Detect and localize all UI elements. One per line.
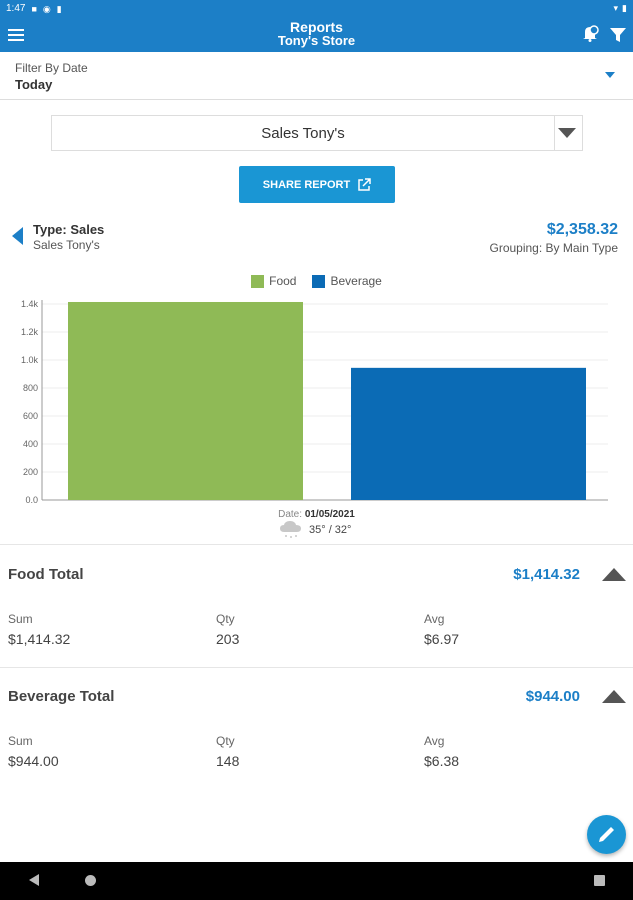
y-tick-label: 800 [23, 383, 38, 393]
chart-date: Date: 01/05/2021 [0, 509, 633, 520]
system-nav-bar [0, 862, 633, 900]
app-bar: 1:47 ■ ◉ ▮ ▾ ▮ Reports Tony's Store [0, 0, 633, 52]
weather-temps: 35° / 32° [309, 524, 352, 536]
food-avg-label: Avg [424, 612, 445, 626]
report-type-subtitle: Sales Tony's [33, 238, 100, 252]
chevron-down-icon [558, 128, 576, 138]
report-type-title: Type: Sales [33, 222, 105, 237]
external-link-icon [358, 177, 371, 191]
bar-food[interactable] [68, 301, 303, 500]
y-tick-label: 1.4k [21, 299, 39, 309]
menu-button[interactable] [8, 29, 24, 42]
notifications-icon[interactable] [580, 24, 600, 42]
food-avg-value: $6.97 [424, 631, 460, 647]
date-filter-value: Today [15, 77, 53, 92]
food-sum-value: $1,414.32 [8, 631, 71, 647]
food-sum-label: Sum [8, 612, 33, 626]
nav-home-icon[interactable] [85, 875, 96, 886]
legend-item-beverage[interactable]: Beverage [312, 274, 382, 288]
nav-back-icon[interactable] [29, 874, 39, 886]
beverage-sum-label: Sum [8, 734, 33, 748]
chart-legend: Food Beverage [0, 274, 633, 288]
notification-icon: ■ [31, 3, 37, 14]
collapse-beverage-icon[interactable] [602, 690, 626, 703]
beverage-sum-value: $944.00 [8, 753, 59, 769]
legend-label-beverage: Beverage [330, 274, 382, 288]
lock-icon: ▮ [56, 3, 62, 14]
app-title-block: Reports Tony's Store [0, 19, 633, 48]
report-select-value: Sales Tony's [261, 125, 345, 142]
pencil-icon [599, 827, 614, 842]
app-title: Reports [290, 19, 343, 35]
select-divider [554, 116, 555, 150]
report-grouping: Grouping: By Main Type [489, 241, 618, 255]
beverage-avg-label: Avg [424, 734, 445, 748]
sales-bar-chart: 0.0 200 400 600 800 1.0k 1.2k 1.4k [21, 299, 608, 505]
weather-info: 35° / 32° [279, 520, 351, 540]
y-tick-label: 1.2k [21, 327, 39, 337]
report-total: $2,358.32 [546, 221, 618, 238]
y-tick-label: 600 [23, 411, 38, 421]
beverage-total-title: Beverage Total [8, 688, 115, 705]
chart-date-label: Date: [278, 509, 303, 520]
bar-beverage[interactable] [351, 367, 586, 500]
date-filter[interactable]: Filter By Date Today [0, 52, 633, 100]
beverage-avg-value: $6.38 [424, 753, 460, 769]
legend-item-food[interactable]: Food [251, 274, 296, 288]
y-tick-label: 200 [23, 467, 38, 477]
battery-icon: ▮ [622, 3, 627, 13]
food-total-title: Food Total [8, 566, 84, 583]
food-total-section: Food Total $1,414.32 Sum $1,414.32 Qty 2… [0, 544, 633, 668]
nav-recents-icon[interactable] [594, 875, 605, 886]
y-tick-label: 400 [23, 439, 38, 449]
beverage-qty-label: Qty [216, 734, 235, 748]
legend-swatch-food [251, 274, 265, 288]
legend-label-food: Food [269, 274, 297, 288]
food-total-amount: $1,414.32 [513, 566, 580, 583]
legend-swatch-beverage [312, 274, 326, 288]
previous-type-arrow-icon[interactable] [12, 227, 23, 245]
status-bar: 1:47 ■ ◉ ▮ ▾ ▮ [0, 0, 633, 17]
beverage-total-section: Beverage Total $944.00 Sum $944.00 Qty 1… [0, 667, 633, 791]
store-name: Tony's Store [277, 33, 356, 48]
edit-fab-button[interactable] [587, 815, 626, 854]
status-time: 1:47 [6, 3, 26, 14]
date-filter-label: Filter By Date [15, 61, 88, 75]
dropdown-caret-icon [605, 72, 615, 78]
share-report-button[interactable]: SHARE REPORT [239, 166, 395, 203]
filter-icon[interactable] [609, 26, 627, 44]
food-qty-label: Qty [216, 612, 235, 626]
sync-icon: ◉ [42, 3, 51, 14]
collapse-food-icon[interactable] [602, 568, 626, 581]
chart-date-value: 01/05/2021 [304, 509, 355, 520]
report-select[interactable]: Sales Tony's [51, 115, 583, 151]
y-tick-label: 1.0k [21, 355, 39, 365]
beverage-total-amount: $944.00 [525, 688, 580, 705]
cloud-snow-icon [280, 521, 301, 538]
share-report-label: SHARE REPORT [262, 178, 351, 191]
y-tick-label: 0.0 [25, 495, 38, 505]
beverage-qty-value: 148 [216, 753, 240, 769]
wifi-icon: ▾ [613, 3, 619, 13]
food-qty-value: 203 [216, 631, 240, 647]
